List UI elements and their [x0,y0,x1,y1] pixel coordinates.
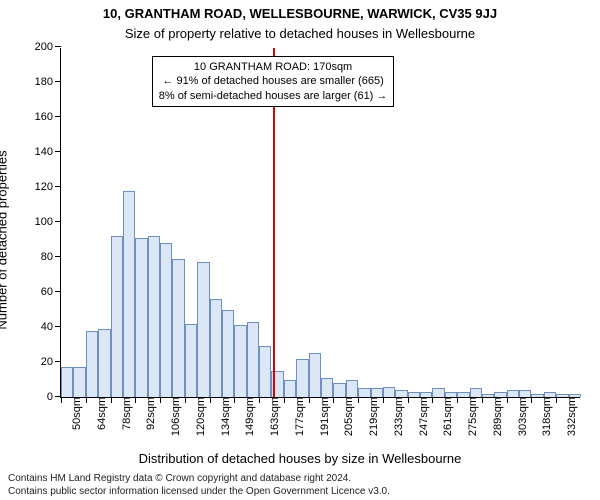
x-tick-label: 303sqm [511,397,529,436]
x-tick-label: 50sqm [65,397,83,430]
y-tick-label: 20 [41,356,61,368]
annotation-line: 8% of semi-detached houses are larger (6… [159,89,388,103]
chart-title-line2: Size of property relative to detached ho… [0,26,600,41]
histogram-bar [148,236,160,397]
x-tick [432,397,433,403]
histogram-bar [519,390,531,397]
histogram-bar [383,387,395,398]
x-tick [408,397,409,403]
x-tick-label: 191sqm [313,397,331,436]
histogram-bar [210,299,222,397]
x-tick-label: 64sqm [90,397,108,430]
y-tick-label: 160 [35,111,61,123]
histogram-bar [73,367,85,397]
histogram-bar [284,380,296,398]
histogram-bar [358,388,370,397]
x-tick-label: 163sqm [263,397,281,436]
x-axis-label: Distribution of detached houses by size … [0,451,600,466]
x-tick-label: 233sqm [387,397,405,436]
y-tick-label: 0 [47,391,61,403]
x-tick-label: 205sqm [337,397,355,436]
histogram-bar [296,359,308,398]
x-tick-label: 78sqm [115,397,133,430]
attribution-line2: Contains public sector information licen… [8,486,592,499]
x-tick-label: 261sqm [436,397,454,436]
x-tick [111,397,112,403]
histogram-bar [470,388,482,397]
histogram-bar [371,388,383,397]
attribution-line1: Contains HM Land Registry data © Crown c… [8,473,592,486]
annotation-box: 10 GRANTHAM ROAD: 170sqm← 91% of detache… [152,56,395,107]
x-tick-label: 120sqm [189,397,207,436]
x-tick-label: 92sqm [139,397,157,430]
x-tick-label: 106sqm [164,397,182,436]
histogram-bar [86,331,98,398]
x-tick [160,397,161,403]
histogram-bar [111,236,123,397]
y-axis-label: Number of detached properties [0,61,10,240]
y-tick-label: 100 [35,216,61,228]
histogram-bar [185,324,197,398]
x-tick [531,397,532,403]
x-tick [135,397,136,403]
y-tick-label: 80 [41,251,61,263]
chart-container: 10, GRANTHAM ROAD, WELLESBOURNE, WARWICK… [0,0,600,500]
histogram-bar [222,310,234,398]
annotation-line: 10 GRANTHAM ROAD: 170sqm [159,60,388,74]
x-tick [507,397,508,403]
histogram-bar [395,390,407,397]
y-axis-label-text: Number of detached properties [0,150,10,329]
histogram-bar [98,329,110,397]
x-tick-label: 332sqm [560,397,578,436]
x-tick [383,397,384,403]
x-tick [185,397,186,403]
x-tick [457,397,458,403]
x-tick [556,397,557,403]
histogram-bar [333,383,345,397]
histogram-bar [172,259,184,397]
x-tick-label: 177sqm [288,397,306,436]
x-tick-label: 275sqm [461,397,479,436]
histogram-bar [507,390,519,397]
x-tick-label: 289sqm [486,397,504,436]
y-tick-label: 60 [41,286,61,298]
histogram-bar [247,322,259,397]
x-tick-label: 247sqm [412,397,430,436]
y-tick-label: 180 [35,76,61,88]
y-tick-label: 120 [35,181,61,193]
histogram-bar [309,353,321,397]
histogram-bar [61,367,73,397]
annotation-line: ← 91% of detached houses are smaller (66… [159,74,388,88]
attribution-text: Contains HM Land Registry data © Crown c… [8,473,592,498]
histogram-bar [234,325,246,397]
y-tick-label: 200 [35,41,61,53]
histogram-bar [160,243,172,397]
x-tick-label: 134sqm [214,397,232,436]
x-tick-label: 318sqm [535,397,553,436]
x-tick [284,397,285,403]
x-tick [234,397,235,403]
chart-title-line1: 10, GRANTHAM ROAD, WELLESBOURNE, WARWICK… [0,6,600,21]
x-tick [358,397,359,403]
histogram-bar [259,346,271,397]
x-tick [61,397,62,403]
y-tick-label: 140 [35,146,61,158]
x-tick [309,397,310,403]
x-tick-label: 219sqm [362,397,380,436]
x-tick [482,397,483,403]
histogram-bar [123,191,135,398]
histogram-bar [432,388,444,397]
plot-area: 02040608010012014016018020050sqm64sqm78s… [60,48,580,398]
histogram-bar [197,262,209,397]
histogram-bar [321,378,333,397]
x-tick [210,397,211,403]
histogram-bar [135,238,147,397]
y-tick-label: 40 [41,321,61,333]
x-tick [259,397,260,403]
x-tick [333,397,334,403]
histogram-bar [346,380,358,398]
x-tick [86,397,87,403]
x-tick-label: 149sqm [238,397,256,436]
